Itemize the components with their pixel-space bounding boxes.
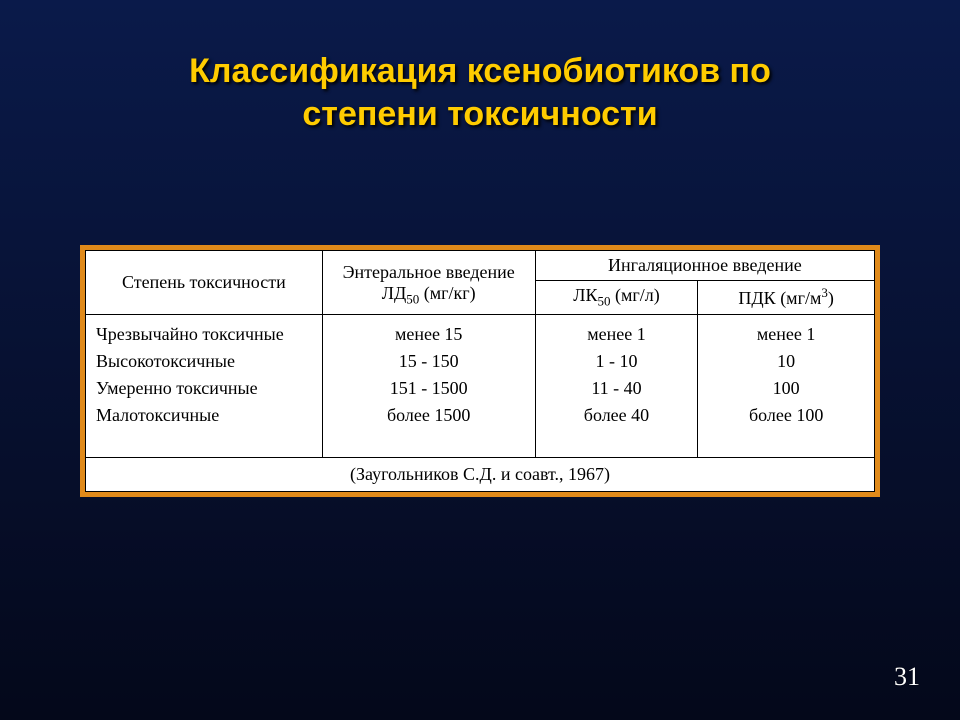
row-value: более 1500 bbox=[331, 402, 527, 429]
page-number: 31 bbox=[894, 662, 920, 692]
header-row-1: Степень токсичности Энтеральное введение… bbox=[86, 251, 875, 281]
row-label: Малотоксичные bbox=[96, 402, 314, 429]
row-value: 151 - 1500 bbox=[331, 375, 527, 402]
header-degree: Степень токсичности bbox=[86, 251, 323, 315]
title-line-2: степени токсичности bbox=[302, 95, 657, 133]
toxicity-table: Степень токсичности Энтеральное введение… bbox=[85, 250, 875, 492]
header-lk50: ЛК50 (мг/л) bbox=[535, 281, 698, 315]
row-value: менее 1 bbox=[706, 321, 866, 348]
row-label: Умеренно токсичные bbox=[96, 375, 314, 402]
row-value: более 100 bbox=[706, 402, 866, 429]
row-value: 10 bbox=[706, 348, 866, 375]
row-label: Высокотоксичные bbox=[96, 348, 314, 375]
pdk-cell: менее 1 10 100 более 100 bbox=[698, 314, 875, 457]
row-value: 11 - 40 bbox=[544, 375, 690, 402]
header-enteral: Энтеральное введение ЛД50 (мг/кг) bbox=[322, 251, 535, 315]
header-pdk: ПДК (мг/м3) bbox=[698, 281, 875, 315]
table-footer-row: (Заугольников С.Д. и соавт., 1967) bbox=[86, 457, 875, 491]
enteral-cell: менее 15 15 - 150 151 - 1500 более 1500 bbox=[322, 314, 535, 457]
table-citation: (Заугольников С.Д. и соавт., 1967) bbox=[86, 457, 875, 491]
row-label: Чрезвычайно токсичные bbox=[96, 321, 314, 348]
slide-title: Классификация ксенобиотиков по степени т… bbox=[0, 50, 960, 135]
labels-cell: Чрезвычайно токсичные Высокотоксичные Ум… bbox=[86, 314, 323, 457]
row-value: менее 1 bbox=[544, 321, 690, 348]
header-inhalation-group: Ингаляционное введение bbox=[535, 251, 874, 281]
slide: Классификация ксенобиотиков по степени т… bbox=[0, 0, 960, 720]
row-value: более 40 bbox=[544, 402, 690, 429]
row-value: менее 15 bbox=[331, 321, 527, 348]
row-value: 15 - 150 bbox=[331, 348, 527, 375]
row-value: 1 - 10 bbox=[544, 348, 690, 375]
title-line-1: Классификация ксенобиотиков по bbox=[189, 52, 771, 90]
table-data-row: Чрезвычайно токсичные Высокотоксичные Ум… bbox=[86, 314, 875, 457]
table-container: Степень токсичности Энтеральное введение… bbox=[80, 245, 880, 497]
lk50-cell: менее 1 1 - 10 11 - 40 более 40 bbox=[535, 314, 698, 457]
row-value: 100 bbox=[706, 375, 866, 402]
